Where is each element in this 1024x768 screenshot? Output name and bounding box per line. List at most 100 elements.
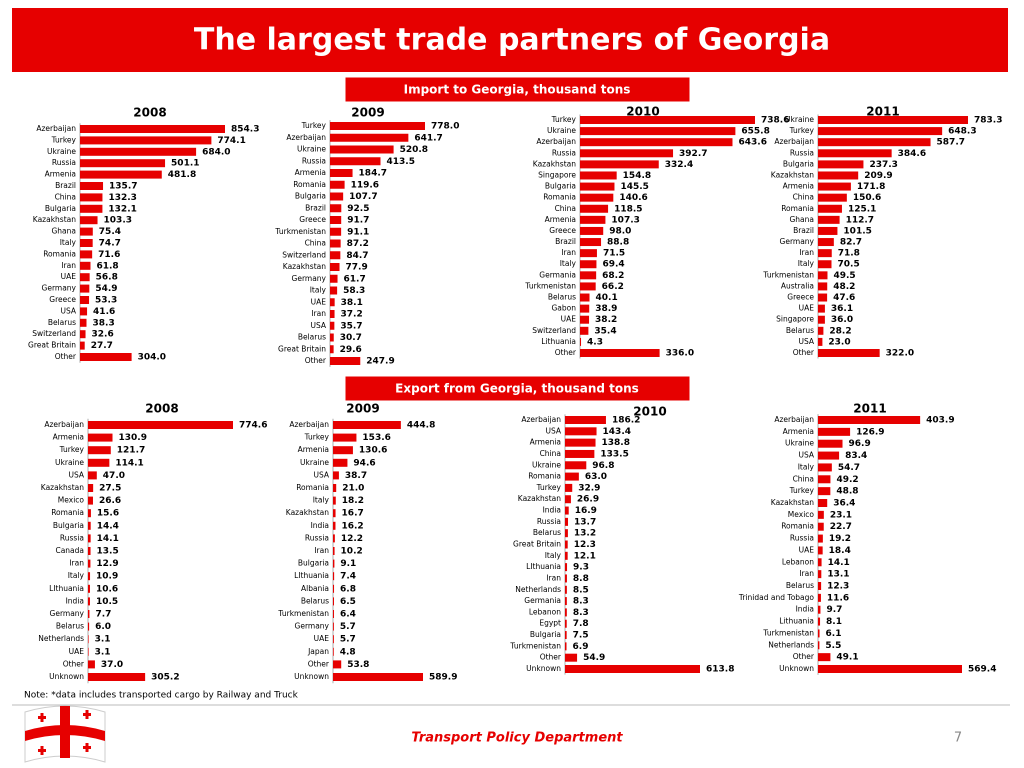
bar: [80, 136, 212, 145]
category-label: India: [543, 506, 561, 515]
value-label: 12.1: [574, 551, 596, 561]
bar: [818, 487, 831, 496]
category-label: Greece: [549, 226, 576, 235]
bar: [565, 540, 568, 549]
category-label: Turkey: [789, 486, 815, 495]
category-label: Azerbaijan: [774, 137, 814, 146]
category-label: Italy: [60, 238, 77, 247]
value-label: 119.6: [351, 180, 379, 190]
bar: [333, 484, 337, 492]
bar: [80, 239, 93, 247]
category-label: Australia: [781, 281, 814, 290]
category-label: UAE: [561, 315, 577, 324]
bar: [565, 585, 567, 594]
category-label: LIthuania: [526, 562, 561, 571]
bar: [818, 439, 843, 448]
value-label: 186.2: [612, 416, 640, 426]
category-label: Romania: [781, 204, 814, 213]
category-label: Other: [308, 659, 330, 668]
value-label: 41.6: [93, 307, 115, 317]
value-label: 6.8: [340, 584, 356, 594]
value-label: 91.7: [347, 216, 369, 226]
bar: [565, 551, 568, 560]
value-label: 130.9: [119, 433, 147, 443]
chart-title: 2011: [853, 402, 886, 416]
category-label: Great Britain: [278, 344, 326, 353]
category-label: Kazakhstan: [286, 508, 329, 517]
value-label: 13.7: [574, 517, 596, 527]
bar: [330, 310, 335, 318]
bar: [88, 584, 90, 593]
bar: [330, 274, 338, 283]
category-label: Lithuania: [779, 617, 814, 626]
category-label: UAE: [314, 634, 330, 643]
bar: [818, 149, 892, 158]
chart-title: 2010: [633, 405, 666, 419]
category-label: India: [311, 521, 329, 530]
value-label: 7.4: [340, 572, 356, 582]
category-label: Switzerland: [32, 329, 76, 338]
category-label: Bulgaria: [783, 159, 814, 168]
bar: [80, 227, 93, 236]
value-label: 501.1: [171, 159, 199, 169]
value-label: 121.7: [117, 446, 145, 456]
bar: [580, 249, 597, 258]
category-label: Brazil: [305, 203, 326, 212]
category-label: India: [796, 605, 814, 614]
bar: [818, 271, 828, 280]
category-label: Lebanon: [529, 607, 561, 616]
bar: [565, 529, 568, 538]
value-label: 71.5: [603, 249, 625, 259]
import-header: Import to Georgia, thousand tons: [404, 83, 631, 97]
category-label: Bulgaria: [53, 521, 84, 530]
bar: [818, 182, 851, 191]
value-label: 140.6: [619, 193, 647, 203]
value-label: 4.8: [340, 647, 356, 657]
category-label: Other: [555, 348, 577, 357]
category-label: Greece: [49, 295, 76, 304]
category-label: Kazakhstan: [771, 498, 814, 507]
category-label: USA: [798, 451, 814, 460]
value-label: 56.8: [96, 273, 118, 283]
value-label: 7.7: [95, 610, 111, 620]
value-label: 84.7: [346, 251, 368, 261]
bar: [88, 496, 93, 505]
category-label: Turkmenistan: [277, 609, 329, 618]
value-label: 82.7: [840, 238, 862, 248]
bar: [330, 204, 342, 213]
bar: [330, 216, 342, 224]
value-label: 10.5: [96, 597, 118, 607]
category-label: Singapore: [776, 315, 814, 324]
bar: [330, 251, 341, 260]
value-label: 54.9: [95, 284, 117, 294]
category-label: Gabon: [551, 304, 576, 313]
bar: [565, 608, 567, 617]
value-label: 49.1: [836, 653, 858, 663]
import-header-box: [344, 76, 691, 103]
chart-title: 2008: [145, 402, 178, 416]
bar: [580, 116, 755, 124]
category-label: Turkey: [789, 126, 815, 135]
value-label: 98.0: [609, 226, 631, 236]
category-label: Netherlands: [768, 640, 814, 649]
value-label: 133.5: [600, 449, 628, 459]
bar: [333, 572, 335, 581]
bar: [88, 660, 95, 669]
bar: [330, 133, 409, 142]
category-label: USA: [545, 426, 561, 435]
bar: [333, 547, 335, 555]
value-label: 444.8: [407, 421, 435, 431]
category-label: Turkmenistan: [762, 270, 814, 279]
value-label: 71.6: [98, 250, 120, 260]
bar: [818, 238, 834, 247]
bar: [818, 570, 822, 579]
category-label: Ukraine: [785, 439, 814, 448]
bar: [80, 204, 103, 213]
category-label: Mexico: [788, 510, 815, 519]
bar: [330, 321, 335, 330]
category-label: Italy: [798, 462, 815, 471]
value-label: 126.9: [856, 427, 884, 437]
value-label: 783.3: [974, 116, 1002, 126]
category-label: Azerbaijan: [36, 124, 76, 133]
category-label: China: [793, 193, 814, 202]
